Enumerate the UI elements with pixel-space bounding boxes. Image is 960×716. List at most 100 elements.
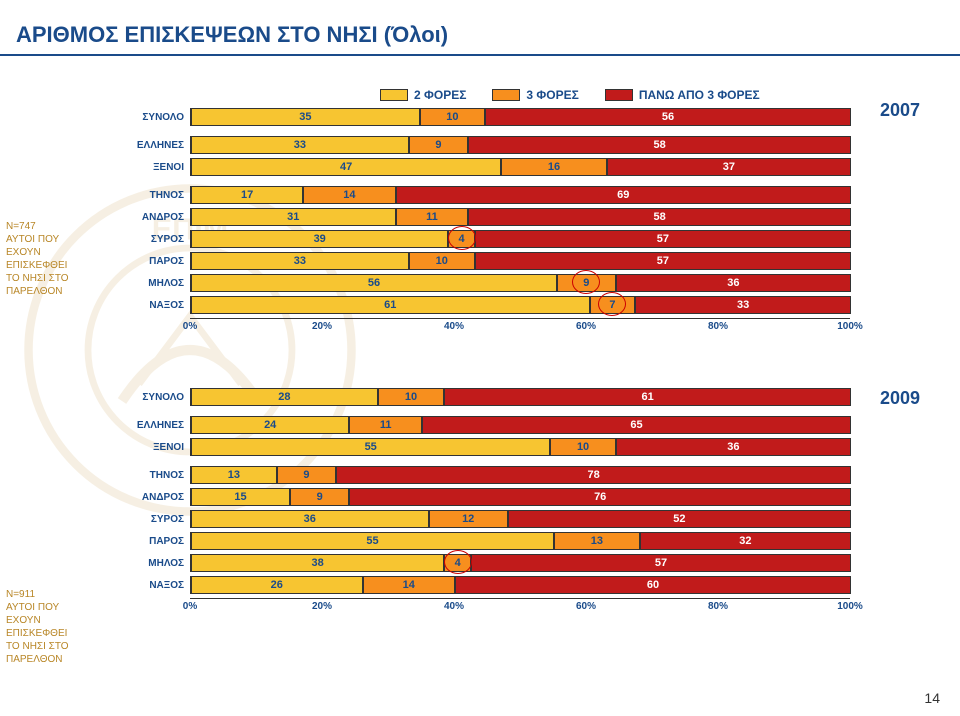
axis-tick: 100% (837, 601, 863, 612)
row-label: ΕΛΛΗΝΕΣ (120, 140, 190, 151)
axis-tick: 0% (183, 321, 197, 332)
chart-row: ΝΑΞΟΣ61733 (120, 296, 850, 314)
bar-segment: 26 (191, 576, 363, 594)
page-number: 14 (924, 690, 940, 706)
bar-segment: 38 (191, 554, 444, 572)
legend-label-2: 3 ΦΟΡΕΣ (526, 88, 578, 102)
legend-item-1: 2 ΦΟΡΕΣ (380, 88, 466, 102)
chart-row: ΕΛΛΗΝΕΣ241165 (120, 416, 850, 434)
x-axis: 0%20%40%60%80%100% (190, 598, 850, 618)
chart-row: ΞΕΝΟΙ471637 (120, 158, 850, 176)
bar-track: 33958 (190, 136, 850, 154)
bar-track: 39457 (190, 230, 850, 248)
bar-segment: 13 (554, 532, 640, 550)
bar-segment: 28 (191, 388, 378, 406)
circle-annotation (444, 550, 472, 574)
chart-row: ΣΥΝΟΛΟ281061 (120, 388, 850, 406)
chart-row: ΞΕΝΟΙ551036 (120, 438, 850, 456)
row-label: ΣΥΡΟΣ (120, 234, 190, 245)
bar-track: 171469 (190, 186, 850, 204)
chart-row: ΠΑΡΟΣ331057 (120, 252, 850, 270)
x-axis: 0%20%40%60%80%100% (190, 318, 850, 338)
bar-segment: 39 (191, 230, 448, 248)
bar-segment: 33 (191, 136, 409, 154)
bar-segment: 61 (444, 388, 851, 406)
row-label: ΤΗΝΟΣ (120, 190, 190, 201)
bar-track: 331057 (190, 252, 850, 270)
bar-segment: 52 (508, 510, 851, 528)
chart-row: ΤΗΝΟΣ171469 (120, 186, 850, 204)
bar-segment: 9 (290, 488, 349, 506)
bar-segment: 10 (409, 252, 475, 270)
bar-track: 361252 (190, 510, 850, 528)
bar-segment: 47 (191, 158, 501, 176)
bar-segment: 56 (485, 108, 851, 126)
legend-swatch-3 (605, 89, 633, 101)
row-label: ΣΥΝΟΛΟ (120, 392, 190, 403)
bar-track: 281061 (190, 388, 850, 406)
chart-row: ΑΝΔΡΟΣ15976 (120, 488, 850, 506)
row-label: ΞΕΝΟΙ (120, 442, 190, 453)
bar-track: 38457 (190, 554, 850, 572)
chart-row: ΕΛΛΗΝΕΣ33958 (120, 136, 850, 154)
bar-segment: 32 (640, 532, 851, 550)
chart-row: ΝΑΞΟΣ261460 (120, 576, 850, 594)
bar-segment: 36 (191, 510, 429, 528)
axis-tick: 20% (312, 601, 332, 612)
legend-item-3: ΠΑΝΩ ΑΠΟ 3 ΦΟΡΕΣ (605, 88, 760, 102)
bar-track: 551036 (190, 438, 850, 456)
bar-segment: 10 (420, 108, 485, 126)
chart-row: ΠΑΡΟΣ551332 (120, 532, 850, 550)
row-label: ΝΑΞΟΣ (120, 300, 190, 311)
bar-segment: 69 (396, 186, 851, 204)
bar-track: 351056 (190, 108, 850, 126)
bar-segment: 9 (277, 466, 336, 484)
bar-segment: 37 (607, 158, 851, 176)
bar-segment: 33 (191, 252, 409, 270)
bar-track: 551332 (190, 532, 850, 550)
side-note-2009: Ν=911ΑΥΤΟΙ ΠΟΥΕΧΟΥΝΕΠΙΣΚΕΦΘΕΙΤΟ ΝΗΣΙ ΣΤΟ… (6, 588, 116, 666)
bar-segment: 57 (475, 252, 851, 270)
bar-segment: 57 (471, 554, 851, 572)
axis-tick: 60% (576, 321, 596, 332)
year-2007: 2007 (880, 100, 920, 121)
axis-tick: 0% (183, 601, 197, 612)
bar-segment: 60 (455, 576, 851, 594)
chart-row: ΜΗΛΟΣ38457 (120, 554, 850, 572)
chart-row: ΜΗΛΟΣ56936 (120, 274, 850, 292)
circle-annotation (448, 226, 476, 250)
bar-segment: 58 (468, 136, 851, 154)
row-label: ΜΗΛΟΣ (120, 278, 190, 289)
row-label: ΣΥΝΟΛΟ (120, 112, 190, 123)
axis-tick: 40% (444, 321, 464, 332)
title-underline (0, 54, 960, 56)
legend-item-2: 3 ΦΟΡΕΣ (492, 88, 578, 102)
bar-segment: 14 (363, 576, 455, 594)
bar-segment: 12 (429, 510, 508, 528)
row-label: ΠΑΡΟΣ (120, 536, 190, 547)
axis-tick: 100% (837, 321, 863, 332)
chart-row: ΣΥΡΟΣ39457 (120, 230, 850, 248)
chart-row: ΑΝΔΡΟΣ311158 (120, 208, 850, 226)
axis-tick: 80% (708, 601, 728, 612)
year-2009: 2009 (880, 388, 920, 409)
chart-row: ΤΗΝΟΣ13978 (120, 466, 850, 484)
bar-segment: 16 (501, 158, 607, 176)
bar-track: 241165 (190, 416, 850, 434)
bar-segment: 58 (468, 208, 851, 226)
bar-segment: 36 (616, 274, 851, 292)
legend-swatch-1 (380, 89, 408, 101)
chart-2009: ΣΥΝΟΛΟ281061ΕΛΛΗΝΕΣ241165ΞΕΝΟΙ551036ΤΗΝΟ… (120, 388, 850, 618)
bar-segment: 11 (396, 208, 469, 226)
bar-track: 56936 (190, 274, 850, 292)
bar-segment: 17 (191, 186, 303, 204)
legend-label-1: 2 ΦΟΡΕΣ (414, 88, 466, 102)
bar-segment: 33 (635, 296, 851, 314)
chart-row: ΣΥΡΟΣ361252 (120, 510, 850, 528)
bar-track: 471637 (190, 158, 850, 176)
row-label: ΣΥΡΟΣ (120, 514, 190, 525)
row-label: ΝΑΞΟΣ (120, 580, 190, 591)
bar-segment: 31 (191, 208, 396, 226)
bar-segment: 10 (550, 438, 615, 456)
row-label: ΜΗΛΟΣ (120, 558, 190, 569)
